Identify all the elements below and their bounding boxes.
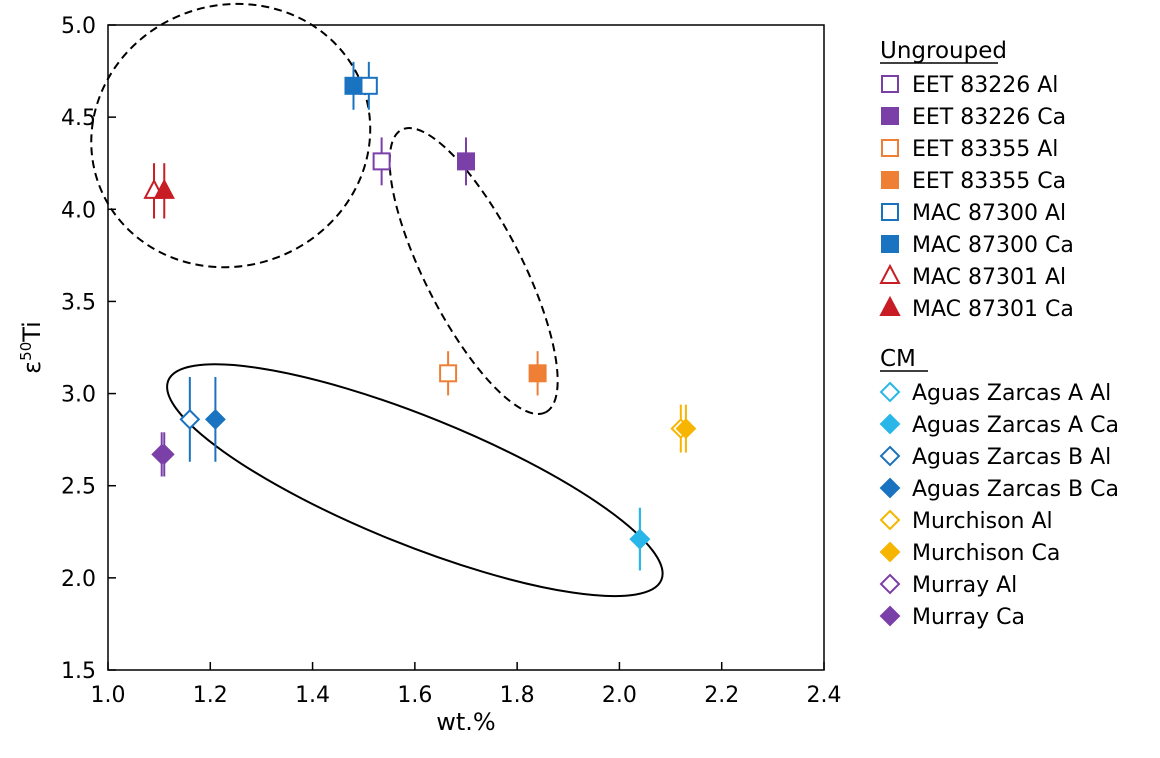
plot-frame	[107, 24, 825, 671]
y-axis-title-base: ε	[18, 361, 46, 374]
dashed-group-ellipse	[388, 127, 559, 415]
y-tick-label: 4.0	[61, 198, 96, 223]
legend-marker	[879, 413, 901, 435]
legend-label: Aguas Zarcas A Ca	[912, 413, 1119, 438]
y-tick-label: 4.5	[61, 106, 96, 131]
data-point	[457, 152, 475, 171]
legend: Ungrouped EET 83226 Al EET 83226 Ca EET 833…	[879, 38, 1119, 630]
data-point	[359, 76, 378, 95]
legend-marker	[879, 573, 901, 595]
legend-group-heading: Ungrouped	[880, 38, 1007, 64]
legend-label: Aguas Zarcas B Ca	[912, 477, 1119, 502]
legend-marker	[879, 445, 901, 467]
legend-label: EET 83226 Ca	[912, 105, 1066, 130]
x-tick-label: 2.2	[704, 683, 739, 708]
data-point	[629, 528, 651, 550]
legend-marker	[881, 75, 899, 93]
dashed-group-ellipse	[90, 2, 372, 269]
x-tick-label: 1.4	[295, 683, 330, 708]
data-point	[528, 364, 547, 383]
y-axis-title-superscript: 50	[17, 342, 35, 361]
legend-marker	[879, 295, 901, 316]
data-point	[179, 408, 201, 430]
legend-label: Murchison Ca	[912, 541, 1060, 566]
legend-marker	[881, 203, 899, 221]
y-axis-title: ε50Ti	[17, 321, 46, 374]
legend-label: Murchison Al	[912, 509, 1053, 534]
y-tick-label: 3.5	[61, 290, 96, 315]
data-point	[439, 364, 458, 383]
legend-marker	[879, 605, 901, 627]
legend-label: MAC 87300 Ca	[912, 233, 1074, 258]
legend-label: EET 83226 Al	[912, 73, 1058, 98]
data-point	[153, 443, 175, 465]
legend-label: MAC 87301 Al	[912, 265, 1066, 290]
x-tick-label: 1.2	[193, 683, 228, 708]
data-point	[153, 178, 175, 199]
x-axis-title: wt.%	[436, 708, 495, 736]
legend-marker	[881, 171, 899, 189]
legend-label: EET 83355 Al	[912, 137, 1058, 162]
axes-layer: 1.0 1.2 1.4 1.6 1.8 2.0 2.2 2.4 1.5 2.0 2.5 3.0 3.5 4…	[17, 14, 842, 736]
x-tick-label: 1.6	[397, 683, 432, 708]
legend-marker	[879, 477, 901, 499]
x-tick-label: 2.4	[807, 683, 842, 708]
legend-marker	[881, 107, 899, 125]
x-tick-label: 1.8	[500, 683, 535, 708]
legend-label: MAC 87300 Al	[912, 201, 1066, 226]
data-point	[675, 418, 697, 439]
legend-marker	[879, 541, 901, 563]
y-tick-label: 1.5	[61, 659, 96, 684]
legend-label: Murray Al	[912, 573, 1017, 598]
y-tick-label: 2.5	[61, 475, 96, 500]
y-tick-label: 3.0	[61, 383, 96, 408]
legend-label: Aguas Zarcas B Al	[912, 445, 1111, 470]
x-tick-label: 2.0	[602, 683, 637, 708]
data-point	[344, 76, 363, 95]
legend-marker	[879, 263, 901, 284]
x-tick-label: 1.0	[91, 683, 126, 708]
marks-layer	[143, 61, 697, 571]
y-tick-label: 5.0	[61, 14, 96, 39]
legend-label: EET 83355 Ca	[912, 169, 1066, 194]
legend-marker	[879, 509, 901, 531]
solid-group-ellipse	[166, 363, 664, 598]
legend-marker	[881, 139, 899, 157]
data-point	[204, 408, 226, 430]
y-axis-title-tail: Ti	[18, 321, 46, 343]
legend-label: MAC 87301 Ca	[912, 297, 1074, 322]
legend-marker	[881, 235, 899, 253]
y-tick-label: 2.0	[61, 567, 96, 592]
legend-label: Murray Ca	[912, 605, 1025, 630]
legend-marker	[879, 381, 901, 403]
legend-group-heading: CM	[880, 346, 916, 372]
legend-label: Aguas Zarcas A Al	[912, 381, 1111, 406]
data-point	[372, 152, 391, 171]
